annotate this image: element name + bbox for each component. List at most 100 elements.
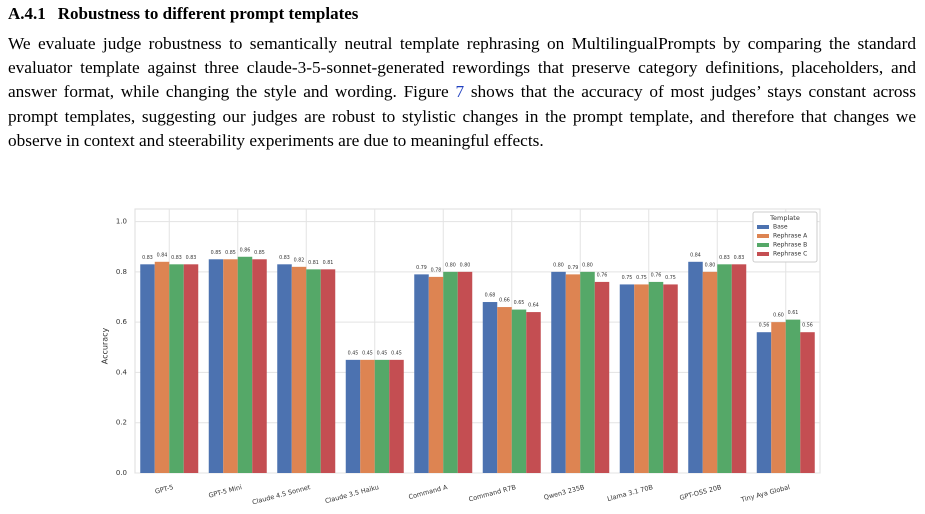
bar xyxy=(771,322,786,473)
y-tick-label: 1.0 xyxy=(116,218,127,226)
x-tick-label: Command A xyxy=(408,483,449,501)
section-number: A.4.1 xyxy=(8,4,46,23)
bar xyxy=(565,274,581,473)
x-tick-label: Claude 3.5 Haiku xyxy=(324,483,380,505)
bar xyxy=(183,264,199,473)
value-label: 0.79 xyxy=(568,265,579,271)
x-tick-label: Qwen3 235B xyxy=(543,483,585,502)
bar xyxy=(360,359,375,473)
value-label: 0.82 xyxy=(294,257,305,263)
y-axis-label: Accuracy xyxy=(101,327,110,364)
value-label: 0.83 xyxy=(171,255,182,261)
value-label: 0.66 xyxy=(499,298,510,304)
bar xyxy=(663,284,678,473)
section-header: A.4.1 Robustness to different prompt temp… xyxy=(8,4,370,24)
legend-title: Template xyxy=(769,214,800,222)
bar xyxy=(320,269,336,473)
text: We evaluate judge robustness to semantic… xyxy=(8,34,916,102)
x-tick-label: GPT-5 xyxy=(154,483,174,496)
value-label: 0.80 xyxy=(553,262,564,268)
bar xyxy=(291,266,307,473)
x-tick-label: Llama 3.1 70B xyxy=(606,483,653,503)
value-label: 0.81 xyxy=(323,260,334,266)
bar xyxy=(497,307,512,473)
bar xyxy=(717,264,732,473)
value-label: 0.45 xyxy=(377,350,388,356)
bar xyxy=(345,359,361,473)
value-label: 0.45 xyxy=(391,350,402,356)
x-tick-label: GPT-5 Mini xyxy=(208,483,243,500)
value-label: 0.56 xyxy=(802,323,813,329)
value-label: 0.78 xyxy=(431,267,442,273)
legend-label: Base xyxy=(773,224,788,231)
bar xyxy=(526,312,541,473)
text: shows that the accuracy of most judges’ … xyxy=(8,82,917,150)
bar xyxy=(702,271,718,473)
y-tick-label: 0.4 xyxy=(116,368,128,376)
value-label: 0.85 xyxy=(225,250,236,256)
bar xyxy=(140,264,155,473)
value-label: 0.45 xyxy=(348,350,359,356)
legend-swatch xyxy=(757,252,769,256)
bar xyxy=(252,259,267,473)
bar xyxy=(306,269,321,473)
value-label: 0.68 xyxy=(485,293,496,299)
legend-box xyxy=(752,211,818,263)
value-label: 0.80 xyxy=(445,262,456,268)
figure-link[interactable]: 7 xyxy=(455,82,465,102)
value-label: 0.80 xyxy=(582,262,593,268)
value-label: 0.85 xyxy=(254,250,265,256)
value-label: 0.85 xyxy=(211,250,222,256)
bar xyxy=(511,309,527,473)
value-label: 0.65 xyxy=(514,300,525,306)
y-tick-label: 0.8 xyxy=(116,268,127,276)
bar xyxy=(619,284,635,473)
bar xyxy=(389,359,404,473)
legend-swatch xyxy=(757,234,769,238)
value-label: 0.80 xyxy=(460,262,471,268)
paragraph: We evaluate judge robustness to semantic… xyxy=(8,32,916,153)
bar xyxy=(580,271,595,473)
bar xyxy=(169,264,184,473)
value-label: 0.83 xyxy=(734,255,745,261)
chart: Accuracy 0.00.20.40.60.81.00.830.840.83 0… xyxy=(101,208,821,506)
bar xyxy=(482,302,498,473)
bar xyxy=(800,332,815,473)
value-label: 0.83 xyxy=(279,255,290,261)
value-label: 0.81 xyxy=(308,260,319,266)
bar xyxy=(785,319,801,473)
value-label: 0.83 xyxy=(719,255,730,261)
value-label: 0.83 xyxy=(186,255,197,261)
bar xyxy=(457,271,473,473)
value-label: 0.56 xyxy=(759,323,770,329)
value-label: 0.84 xyxy=(690,252,701,258)
bar xyxy=(551,271,566,473)
value-label: 0.64 xyxy=(528,303,539,309)
value-label: 0.60 xyxy=(773,313,784,319)
x-tick-label: GPT-OSS 20B xyxy=(679,483,723,502)
bar xyxy=(634,284,649,473)
y-tick-label: 0.0 xyxy=(116,469,127,477)
legend-swatch xyxy=(757,243,769,247)
legend-label: Rephrase A xyxy=(773,233,808,240)
value-label: 0.76 xyxy=(597,272,608,278)
value-label: 0.83 xyxy=(142,255,153,261)
bar xyxy=(208,259,224,473)
value-label: 0.79 xyxy=(416,265,427,271)
value-label: 0.86 xyxy=(240,247,251,253)
bar xyxy=(414,274,429,473)
y-tick-label: 0.2 xyxy=(116,419,127,427)
section-title: Robustness to different prompt templates xyxy=(57,4,359,23)
y-tick-label: 0.6 xyxy=(116,318,128,326)
bar xyxy=(648,281,664,473)
x-tick-label: Command R7B xyxy=(468,483,517,503)
bar xyxy=(277,264,292,473)
bar xyxy=(688,261,703,473)
legend-swatch xyxy=(757,225,769,229)
value-label: 0.80 xyxy=(705,262,716,268)
legend-label: Rephrase C xyxy=(773,251,807,258)
bar xyxy=(428,276,444,473)
bar xyxy=(374,359,390,473)
legend-label: Rephrase B xyxy=(773,242,807,249)
